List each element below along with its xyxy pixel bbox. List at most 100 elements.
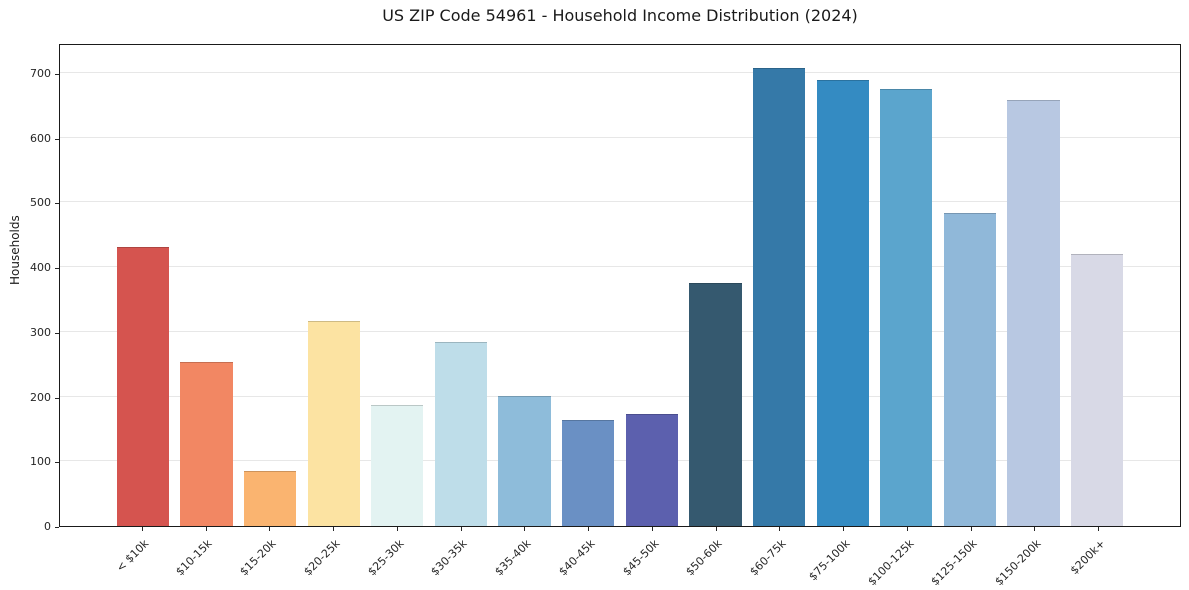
ytick-mark-400: [55, 268, 59, 270]
xlabel-slot: $15-20k: [237, 531, 302, 589]
bar-$50-60k: [689, 282, 742, 526]
xlabel-slot: $35-40k: [492, 531, 557, 589]
bar-$35-40k: [498, 395, 551, 526]
bar-$25-30k: [371, 405, 424, 526]
xlabel-slot: $40-45k: [556, 531, 620, 589]
xtick-mark-$75-100k: [843, 527, 845, 531]
ytick-mark-700: [55, 73, 59, 75]
xlabel-slot: $30-35k: [429, 531, 493, 589]
xtick-mark-$45-50k: [651, 527, 653, 531]
bar-$15-20k: [243, 471, 297, 526]
gridline-200: [60, 395, 1180, 397]
gridline-100: [60, 460, 1180, 462]
xlabel-slot: $75-100k: [806, 531, 875, 589]
ytick-label-700: 700: [30, 66, 51, 80]
bar-$45-50k: [625, 414, 678, 526]
bars-row: [111, 45, 1129, 526]
bar-slot: [875, 45, 939, 526]
chart-title: US ZIP Code 54961 - Household Income Dis…: [382, 6, 858, 25]
bar-slot: [366, 45, 430, 526]
gridline-500: [60, 201, 1180, 203]
xlabel-slot: $10-15k: [174, 531, 238, 589]
xtick-mark-$30-35k: [460, 527, 462, 531]
xtick-mark-$60-75k: [779, 527, 781, 531]
xtick-label-$35-40k: $35-40k: [492, 537, 534, 579]
bar-$30-35k: [434, 341, 488, 526]
ytick-mark-100: [55, 462, 59, 464]
xtick-label-$25-30k: $25-30k: [364, 537, 407, 579]
x-axis-labels: < $10k $10-15k $15-20k $20-25k $25-30k $30-35…: [110, 531, 1130, 589]
bar-$150-200k: [1007, 100, 1060, 526]
bar-slot: [111, 45, 175, 526]
xtick-mark-$125-150k: [970, 527, 972, 531]
bar-$10-15k: [180, 362, 233, 526]
ytick-label-500: 500: [30, 196, 51, 210]
xlabel-slot: $60-75k: [747, 531, 812, 589]
xtick-label-$45-50k: $45-50k: [619, 537, 662, 579]
bar-slot: [302, 45, 366, 526]
bar-slot: [556, 45, 620, 526]
xtick-mark-$20-25k: [333, 527, 335, 531]
xtick-label-$75-100k: $75-100k: [806, 537, 853, 584]
ytick-mark-600: [55, 138, 59, 140]
xlabel-slot: $150-200k: [992, 531, 1067, 589]
bar-slot: [938, 45, 1002, 526]
xlabel-slot: < $10k: [110, 531, 174, 589]
gridline-700: [60, 71, 1180, 73]
xtick-label-$60-75k: $60-75k: [747, 537, 789, 579]
xtick-mark-< $10k: [141, 527, 143, 531]
xlabel-slot: $200k+: [1066, 531, 1130, 589]
ytick-label-600: 600: [30, 131, 51, 145]
ytick-mark-200: [55, 397, 59, 399]
ytick-label-0: 0: [44, 520, 51, 533]
ytick-label-200: 200: [30, 390, 51, 404]
xtick-mark-$200k+: [1098, 527, 1100, 531]
xlabel-slot: $50-60k: [684, 531, 748, 589]
bar-slot: [684, 45, 748, 526]
bar-slot: [1065, 45, 1129, 526]
bar-slot: [747, 45, 811, 526]
bar-slot: [493, 45, 557, 526]
bar-$40-45k: [562, 420, 615, 526]
ytick-label-300: 300: [30, 325, 51, 339]
xtick-mark-$15-20k: [269, 527, 271, 531]
xtick-mark-$150-200k: [1034, 527, 1036, 531]
xtick-label-$200k+: $200k+: [1067, 537, 1108, 578]
gridline-400: [60, 266, 1180, 268]
bar-$100-125k: [880, 88, 933, 526]
ytick-label-100: 100: [30, 455, 51, 469]
bar-slot: [1002, 45, 1066, 526]
bar-$200k+: [1071, 253, 1124, 526]
ytick-mark-0: [55, 527, 59, 528]
xtick-mark-$100-125k: [906, 527, 908, 531]
xtick-mark-$10-15k: [205, 527, 207, 531]
gridline-300: [60, 330, 1180, 332]
bar-$125-150k: [943, 212, 997, 526]
xtick-mark-$40-45k: [588, 527, 590, 531]
bar-< $10k: [116, 246, 169, 526]
xlabel-slot: $20-25k: [301, 531, 365, 589]
xlabel-slot: $25-30k: [365, 531, 429, 589]
xtick-label-$30-35k: $30-35k: [428, 537, 470, 579]
xtick-label-$40-45k: $40-45k: [556, 537, 598, 579]
xtick-mark-$35-40k: [524, 527, 526, 531]
xtick-label-$10-15k: $10-15k: [173, 537, 215, 579]
bar-slot: [620, 45, 684, 526]
xtick-mark-$50-60k: [715, 527, 717, 531]
bar-slot: [238, 45, 302, 526]
bar-$60-75k: [752, 68, 806, 526]
xtick-mark-$25-30k: [396, 527, 398, 531]
xtick-label-$50-60k: $50-60k: [683, 537, 725, 579]
xtick-label-$15-20k: $15-20k: [237, 537, 279, 579]
bar-slot: [175, 45, 239, 526]
bar-slot: [429, 45, 493, 526]
bar-slot: [811, 45, 875, 526]
ytick-label-400: 400: [30, 261, 51, 275]
ytick-mark-300: [55, 332, 59, 334]
xlabel-slot: $45-50k: [620, 531, 684, 589]
xtick-label-$20-25k: $20-25k: [301, 537, 343, 579]
ytick-mark-500: [55, 203, 59, 205]
plot-area: [59, 44, 1181, 527]
bar-$20-25k: [307, 320, 360, 526]
